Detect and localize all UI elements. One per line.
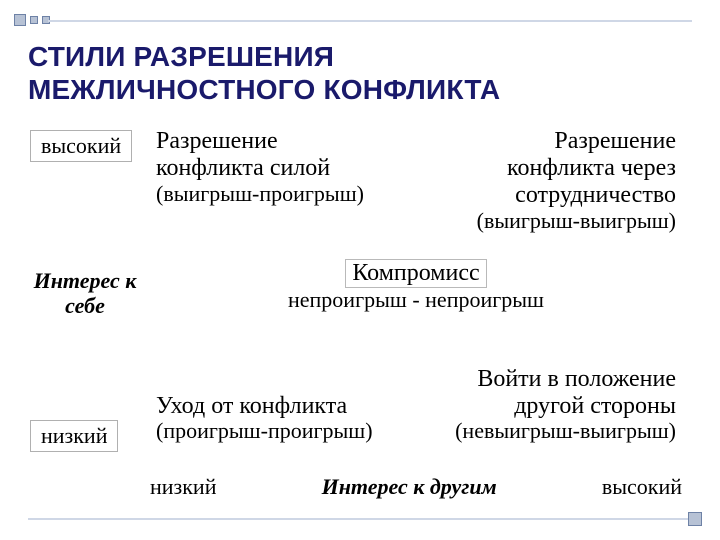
slide-title: СТИЛИ РАЗРЕШЕНИЯ МЕЖЛИЧНОСТНОГО КОНФЛИКТ… <box>28 40 692 106</box>
br-sub: (невыигрыш-выигрыш) <box>455 419 676 444</box>
title-line1: СТИЛИ РАЗРЕШЕНИЯ <box>28 41 334 72</box>
mid-head: Компромисс <box>345 259 486 288</box>
axis-x-high: высокий <box>602 474 682 500</box>
style-top-left: Разрешение конфликта силой (выигрыш-прои… <box>150 126 416 238</box>
br-head1: Войти в положение <box>477 366 676 393</box>
style-bottom-left: Уход от конфликта (проигрыш-проигрыш) <box>150 334 416 446</box>
tr-head1: Разрешение <box>554 128 676 155</box>
square-icon <box>30 16 38 24</box>
decor-line-bottom <box>28 518 692 520</box>
style-middle: Компромисс непроигрыш - непроигрыш <box>150 238 682 333</box>
bl-sub: (проигрыш-проигрыш) <box>156 419 373 444</box>
axis-x: низкий Интерес к другим высокий <box>0 474 720 500</box>
square-icon <box>14 14 26 26</box>
axis-y-title: Интерес к себе <box>30 268 140 319</box>
tl-head2: конфликта силой <box>156 155 330 182</box>
tr-sub: (выигрыш-выигрыш) <box>477 209 676 234</box>
conflict-styles-grid: Разрешение конфликта силой (выигрыш-прои… <box>150 126 682 446</box>
mid-sub: непроигрыш - непроигрыш <box>288 288 544 313</box>
style-top-right: Разрешение конфликта через сотрудничеств… <box>416 126 682 238</box>
decor-squares <box>14 14 50 26</box>
style-bottom-right: Войти в положение другой стороны (невыиг… <box>416 334 682 446</box>
axis-x-title: Интерес к другим <box>322 474 497 500</box>
tl-head1: Разрешение <box>156 128 278 155</box>
axis-y-high: высокий <box>30 130 132 162</box>
tr-head3: сотрудничество <box>515 182 676 209</box>
bl-head: Уход от конфликта <box>156 393 347 420</box>
square-icon <box>688 512 702 526</box>
tl-sub: (выигрыш-проигрыш) <box>156 182 364 207</box>
decor-line-top <box>48 20 692 22</box>
br-head2: другой стороны <box>514 393 676 420</box>
axis-y-low: низкий <box>30 420 118 452</box>
title-line2: МЕЖЛИЧНОСТНОГО КОНФЛИКТА <box>28 74 500 105</box>
axis-x-low: низкий <box>150 474 216 500</box>
tr-head2: конфликта через <box>507 155 676 182</box>
